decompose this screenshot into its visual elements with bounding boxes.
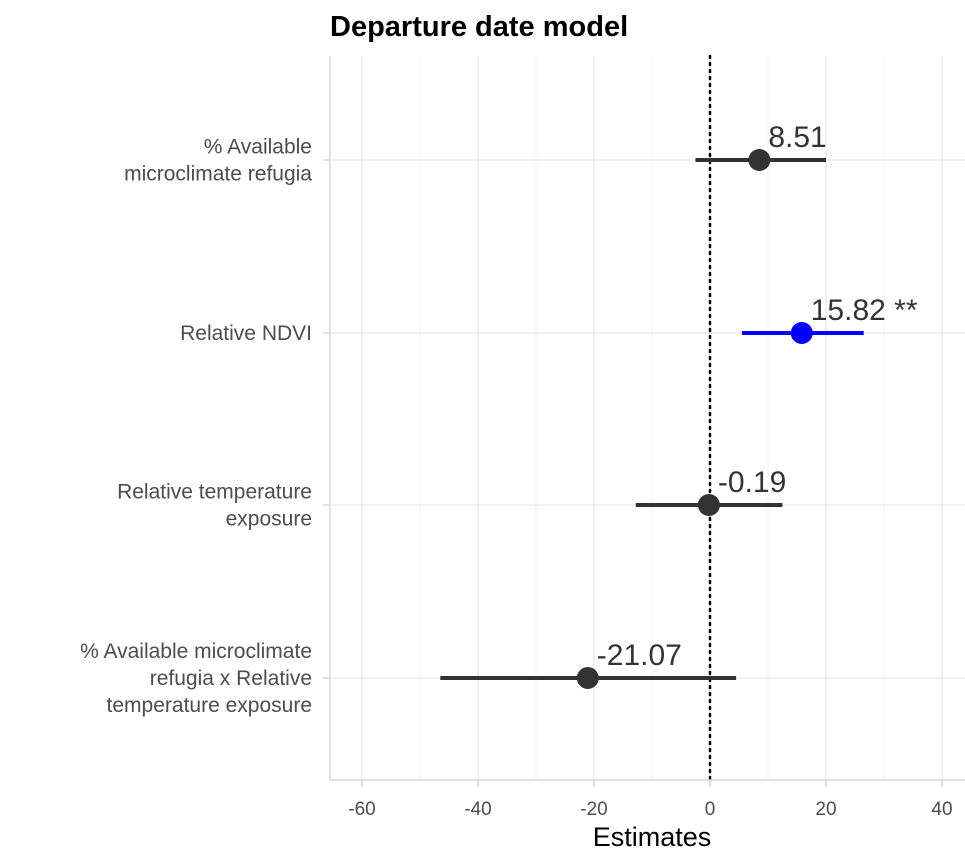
x-axis-tick-labels: -60 -40 -20 0 20 40 bbox=[348, 799, 952, 820]
estimate-point bbox=[790, 322, 813, 344]
y-axis-label: % Available microclimate bbox=[80, 640, 312, 663]
x-axis-ticks bbox=[361, 780, 943, 787]
x-tick-label: -60 bbox=[348, 799, 375, 820]
x-tick-label: -20 bbox=[580, 799, 607, 820]
value-label: 15.82 ** bbox=[811, 294, 918, 327]
y-axis-label: Relative temperature bbox=[117, 481, 312, 504]
estimate-point bbox=[748, 149, 771, 171]
estimate-point bbox=[576, 667, 599, 689]
y-axis-labels: % Available microclimate refugia Relative … bbox=[80, 136, 312, 718]
y-axis-label: microclimate refugia bbox=[124, 163, 312, 186]
x-tick-label: 20 bbox=[815, 799, 836, 820]
estimate-points bbox=[576, 149, 813, 689]
y-axis-label: refugia x Relative bbox=[150, 667, 312, 690]
x-tick-label: -40 bbox=[464, 799, 491, 820]
chart-title: Departure date model bbox=[330, 11, 628, 43]
y-axis-label: % Available bbox=[204, 136, 312, 159]
y-axis-label: temperature exposure bbox=[107, 694, 312, 717]
x-tick-label: 40 bbox=[931, 799, 952, 820]
x-tick-label: 0 bbox=[705, 799, 716, 820]
estimate-point bbox=[697, 494, 720, 516]
y-axis-ticks bbox=[323, 159, 330, 679]
y-axis-label: Relative NDVI bbox=[180, 322, 312, 345]
value-label: 8.51 bbox=[768, 121, 826, 154]
minor-gridlines bbox=[419, 56, 885, 780]
value-label: -21.07 bbox=[597, 639, 682, 672]
y-axis-label: exposure bbox=[226, 508, 312, 531]
value-label: -0.19 bbox=[718, 466, 786, 499]
x-axis-title: Estimates bbox=[593, 822, 712, 852]
value-labels: 8.51 15.82 ** -0.19 -21.07 bbox=[597, 121, 918, 672]
plot-panel bbox=[330, 56, 965, 780]
